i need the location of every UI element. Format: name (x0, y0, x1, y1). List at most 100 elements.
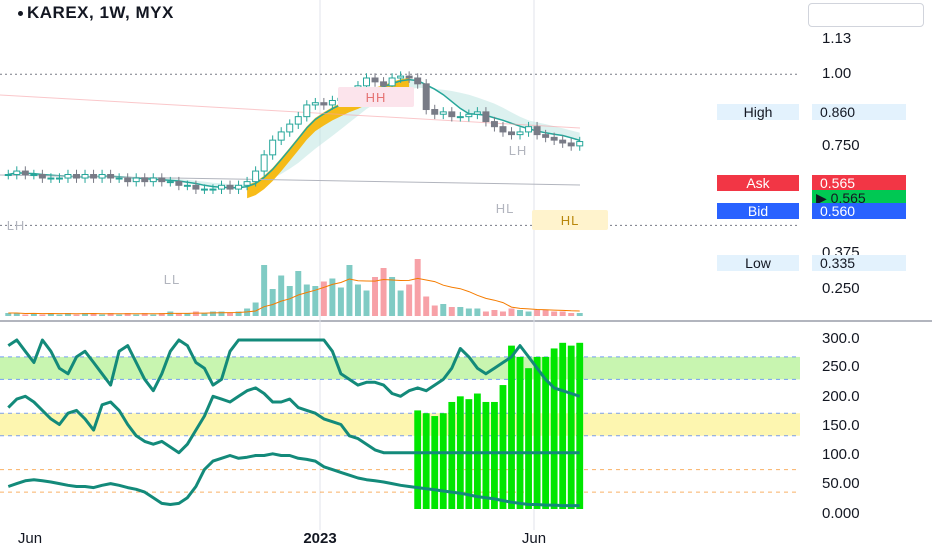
candle-body (508, 131, 515, 136)
volume-bars (5, 259, 583, 316)
volume-bar (559, 311, 566, 316)
candle-body (175, 181, 183, 186)
candle-body (397, 75, 405, 79)
oscillator (7, 338, 584, 509)
candle-body (363, 77, 370, 87)
volume-bar (542, 310, 549, 316)
candle-body (158, 177, 166, 183)
oscillator-bar (482, 401, 490, 509)
volume-bar (457, 307, 464, 316)
low-label-bg (717, 255, 799, 271)
last-value-bg (812, 190, 906, 206)
volume-bar (141, 313, 148, 316)
volume-bar (73, 314, 80, 316)
volume-bar (337, 287, 344, 316)
candle-body (55, 177, 63, 180)
price-tick-label: 0.750 (822, 137, 860, 154)
volume-bar (499, 311, 506, 316)
candle-body (218, 184, 225, 190)
candle-body (13, 170, 21, 176)
price-tick-label: 1.13 (822, 30, 851, 47)
candle-body (260, 154, 268, 172)
volume-bar (261, 265, 268, 316)
volume-bar (133, 314, 140, 316)
candle-body (567, 142, 575, 147)
low-value: 0.335 (820, 255, 855, 271)
x-tick-label: Jun (522, 530, 546, 547)
candle-body (235, 184, 243, 190)
grid (0, 0, 932, 530)
oscillator-bar (542, 356, 550, 509)
candle-body (490, 121, 498, 128)
candle-body (456, 116, 464, 119)
oscillator-tick-label: 0.000 (822, 505, 860, 522)
candle-body (380, 81, 388, 87)
volume-bar (312, 286, 319, 316)
volume-bar (278, 275, 285, 316)
candle-body (550, 136, 558, 141)
oscillator-bar (576, 342, 584, 509)
candle-body (90, 174, 98, 179)
volume-bar (534, 310, 541, 316)
oscillator-tick-label: 250.0 (822, 358, 860, 375)
candle-body (166, 181, 174, 184)
volume-bar (320, 281, 327, 316)
pattern-annotations: HH LH HL HL LH LL (7, 87, 608, 287)
candle-body (559, 139, 567, 144)
volume-bar (423, 296, 430, 316)
oscillator-bar (439, 413, 447, 509)
candle-body (81, 174, 89, 179)
candle-body (149, 177, 157, 183)
candle-body (405, 75, 413, 79)
volume-bar (346, 265, 353, 316)
candle-body (30, 174, 38, 177)
ask-value-bg (812, 175, 906, 191)
candle-body (516, 131, 524, 136)
volume-bar (82, 313, 89, 316)
volume-bar (440, 304, 447, 316)
oscillator-bands (0, 356, 800, 493)
volume-bar (482, 311, 489, 316)
volume-bar (389, 277, 396, 316)
volume-bar (218, 311, 225, 316)
candle-body (448, 111, 456, 118)
volume-bar (56, 314, 63, 316)
candle-body (47, 177, 55, 180)
candle-body (388, 77, 396, 87)
volume-bar (184, 313, 191, 316)
oscillator-bar (516, 356, 524, 509)
volume-bar (99, 314, 106, 316)
volume-bar (30, 313, 37, 316)
volume-ma-line (8, 277, 580, 315)
candle-body (226, 184, 234, 190)
oscillator-tick-label: 300.0 (822, 330, 860, 347)
oscillator-tick-label: 100.0 (822, 446, 860, 463)
long-ma-line (0, 94, 581, 129)
annotation-label: LH (7, 218, 26, 233)
volume-bar (13, 313, 20, 316)
volume-bar (431, 305, 438, 316)
volume-bar (47, 313, 54, 316)
volume-bar (158, 313, 165, 316)
price-scale-button[interactable] (808, 3, 924, 27)
candle-body (576, 141, 584, 147)
candle-body (64, 174, 72, 179)
ma-ribbons (0, 78, 581, 199)
bid-label: Bid (748, 203, 768, 219)
annotation-label: LL (164, 272, 180, 287)
candle-body (115, 177, 123, 180)
price-tick-label: 0.250 (822, 280, 860, 297)
candle-body (465, 113, 473, 118)
price-tick-label: 1.00 (822, 65, 851, 82)
oscillator-bar (431, 416, 439, 509)
low-value-bg (812, 255, 906, 271)
candle-body (183, 184, 191, 187)
volume-bar (107, 313, 114, 316)
volume-bar (116, 314, 123, 316)
high-value-bg (812, 104, 906, 120)
candle-body (73, 174, 80, 179)
candle-body (371, 77, 379, 83)
candle-body (4, 174, 12, 177)
volume-bar (124, 313, 131, 316)
